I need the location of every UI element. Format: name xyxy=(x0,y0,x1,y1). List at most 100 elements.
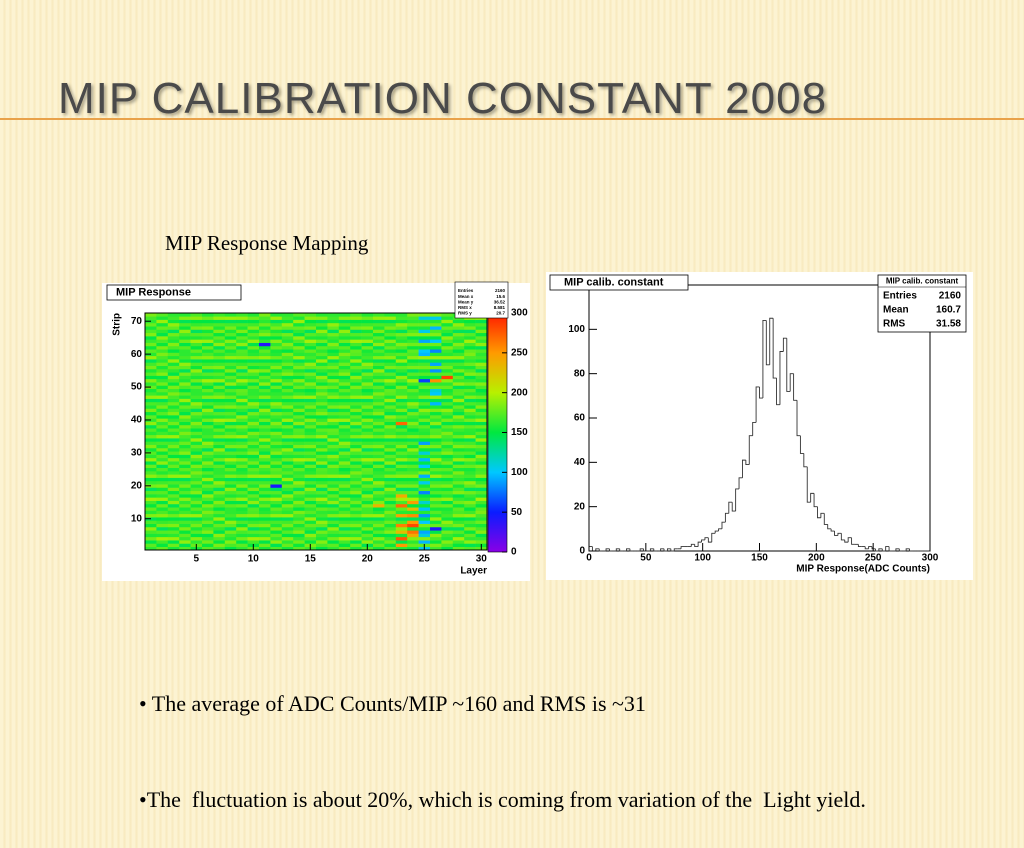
heat-cell xyxy=(224,457,237,462)
heat-cell xyxy=(475,395,488,399)
heat-cell xyxy=(407,517,419,521)
heat-cell xyxy=(259,494,271,498)
heat-cell xyxy=(316,546,328,551)
heat-cell xyxy=(270,507,283,511)
stats-label: Mean x xyxy=(458,294,474,299)
heat-cell xyxy=(418,401,431,406)
heat-cell xyxy=(293,530,305,534)
heat-cell xyxy=(281,507,294,511)
heat-cell xyxy=(202,444,214,449)
heat-cell xyxy=(213,342,226,347)
heat-cell xyxy=(430,352,442,357)
heat-cell xyxy=(167,418,180,422)
heat-cell xyxy=(418,372,431,376)
heat-cell xyxy=(190,368,203,373)
heat-cell xyxy=(338,319,351,324)
heat-cell xyxy=(270,382,283,386)
heat-cell xyxy=(293,405,305,409)
heat-cell xyxy=(452,530,465,534)
heat-cell xyxy=(384,530,397,534)
heat-cell xyxy=(179,497,191,501)
heat-cell xyxy=(213,418,226,422)
heat-cell xyxy=(361,457,374,462)
heat-cell xyxy=(338,349,351,353)
heat-cell xyxy=(464,349,476,353)
heat-cell xyxy=(145,510,157,515)
heat-cell xyxy=(373,368,385,373)
heat-cell xyxy=(281,415,294,419)
heat-cell xyxy=(270,510,283,515)
heat-cell xyxy=(441,405,454,409)
heat-cell xyxy=(361,382,374,386)
heat-cell xyxy=(247,415,260,419)
heat-cell xyxy=(395,313,408,317)
heat-cell xyxy=(316,447,328,452)
heat-cell xyxy=(156,319,169,324)
heat-cell xyxy=(156,471,169,475)
heat-cell xyxy=(464,359,476,363)
heat-cell xyxy=(145,405,157,409)
heat-cell xyxy=(452,319,465,324)
heat-cell xyxy=(156,418,169,422)
heat-cell xyxy=(452,490,465,495)
heat-cell xyxy=(247,342,260,347)
heat-cell xyxy=(452,507,465,511)
heat-cell xyxy=(236,457,248,462)
heat-cell xyxy=(407,500,419,505)
heat-cell xyxy=(338,365,351,370)
heat-cell xyxy=(281,526,294,531)
heat-cell xyxy=(384,411,397,416)
heat-cell xyxy=(384,415,397,419)
x-tick-label: 5 xyxy=(194,554,200,565)
heat-cell xyxy=(475,401,488,406)
heat-cell xyxy=(259,345,271,350)
heat-cell xyxy=(304,530,317,534)
heat-cell xyxy=(384,352,397,357)
heat-cell xyxy=(430,342,442,347)
heat-cell xyxy=(373,372,385,376)
heat-cell xyxy=(247,408,260,413)
heat-cell xyxy=(190,395,203,399)
heat-cell xyxy=(452,523,465,528)
heat-cell xyxy=(156,536,169,541)
heat-cell xyxy=(384,447,397,452)
heat-cell xyxy=(224,345,237,350)
heat-cell xyxy=(213,533,226,538)
heat-cell xyxy=(213,365,226,370)
histogram-bin xyxy=(653,548,658,552)
heat-cell xyxy=(213,480,226,485)
heat-cell xyxy=(316,322,328,327)
heat-cell xyxy=(281,461,294,465)
stats-value: 160.7 xyxy=(936,305,961,316)
heat-cell xyxy=(224,388,237,393)
heat-cell xyxy=(293,441,305,445)
heat-cell xyxy=(179,494,191,498)
heat-cell xyxy=(395,438,408,442)
heat-cell xyxy=(475,451,488,455)
heat-cell xyxy=(316,329,328,334)
heat-cell xyxy=(452,457,465,462)
histogram-bin xyxy=(905,548,910,551)
heat-cell xyxy=(350,359,362,363)
heat-cell xyxy=(224,398,237,403)
heat-cell xyxy=(236,349,248,353)
heat-cell xyxy=(304,438,317,442)
heat-cell xyxy=(259,362,271,366)
heat-cell xyxy=(464,395,476,399)
histogram-bin xyxy=(629,548,634,552)
heat-cell xyxy=(452,395,465,399)
heat-cell xyxy=(179,471,191,475)
heat-cell xyxy=(464,329,476,334)
heat-cell xyxy=(361,349,374,353)
heat-cell xyxy=(281,457,294,462)
heat-cell xyxy=(190,345,203,350)
heat-cell xyxy=(430,484,442,488)
histogram-bin xyxy=(670,548,675,552)
heat-cell xyxy=(190,438,203,442)
histogram-bin xyxy=(885,546,890,551)
heat-cell xyxy=(327,523,340,528)
heat-cell xyxy=(202,520,214,524)
heat-cell xyxy=(327,447,340,452)
heat-cell xyxy=(202,355,214,360)
heat-cell xyxy=(338,434,351,439)
